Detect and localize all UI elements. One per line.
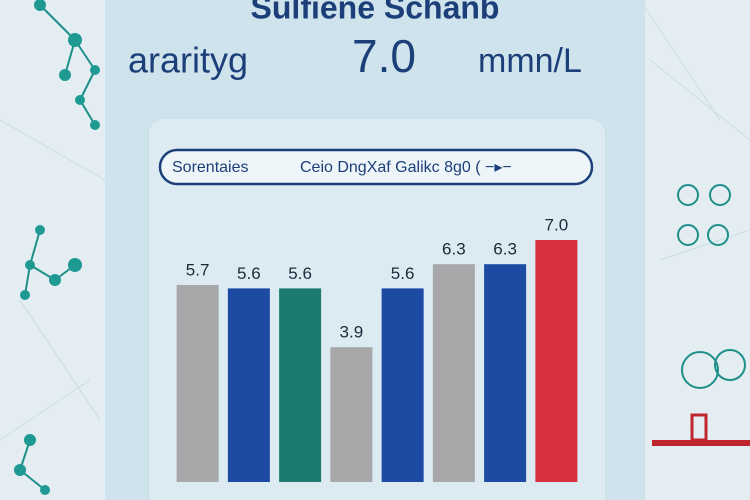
bar [279, 288, 322, 482]
bar [484, 264, 527, 482]
subtitle-text: ararityg [128, 40, 248, 81]
background-grid [0, 0, 750, 441]
value-label: 5.6 [391, 264, 415, 283]
value-label: 5.6 [237, 264, 261, 283]
legend-label: Sorentaies [172, 159, 249, 176]
bar [535, 240, 578, 482]
subtitle-value: 7.0 [352, 30, 416, 82]
legend-pill [158, 148, 594, 186]
bar [227, 288, 270, 482]
value-label: 3.9 [340, 323, 364, 342]
bar [381, 288, 424, 482]
value-label: 5.6 [288, 264, 312, 283]
bar [432, 264, 475, 482]
value-label: 7.0 [545, 215, 569, 234]
chart-title: Sulfiene Schanb [251, 0, 500, 25]
molecule-decoration [14, 0, 750, 495]
value-label: 6.3 [442, 240, 466, 259]
value-label: 6.3 [493, 240, 517, 259]
legend-label: Ceio DngXaf Galikc 8g0 ( −▸− [300, 159, 512, 176]
bar [330, 347, 373, 482]
value-label: 5.7 [186, 260, 210, 279]
subtitle-unit: mmn/L [478, 42, 582, 80]
bar [176, 284, 219, 482]
